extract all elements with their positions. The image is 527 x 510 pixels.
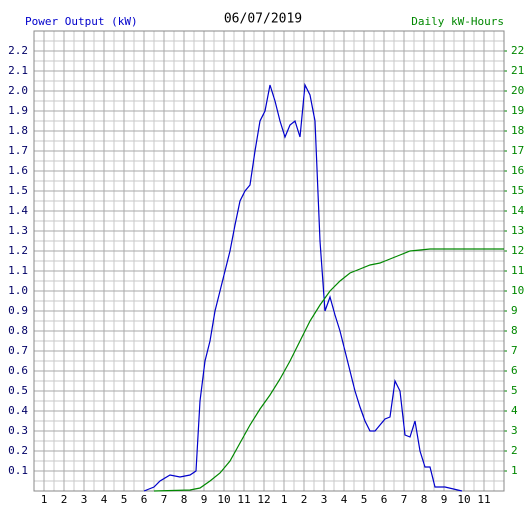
y2-tick-label: 14 <box>511 204 525 217</box>
x-tick-label: 11 <box>477 493 490 506</box>
x-tick-label: 6 <box>381 493 388 506</box>
y2-tick-label: 7 <box>511 344 518 357</box>
y-tick-label: 2.2 <box>8 44 28 57</box>
y2-tick-label: 18 <box>511 124 524 137</box>
y2-tick-label: 12 <box>511 244 524 257</box>
y-tick-label: 1.4 <box>8 204 28 217</box>
y-tick-label: 1.2 <box>8 244 28 257</box>
y2-axis-label: Daily kW-Hours <box>411 15 504 28</box>
y2-tick-label: 11 <box>511 264 524 277</box>
x-tick-label: 10 <box>457 493 470 506</box>
y-tick-label: 0.5 <box>8 384 28 397</box>
y-tick-label: 1.8 <box>8 124 28 137</box>
y2-tick-label: 16 <box>511 164 524 177</box>
x-tick-label: 10 <box>217 493 230 506</box>
x-tick-label: 4 <box>101 493 108 506</box>
y-tick-label: 0.3 <box>8 424 28 437</box>
x-tick-label: 1 <box>281 493 288 506</box>
x-tick-label: 11 <box>237 493 250 506</box>
x-tick-label: 2 <box>61 493 68 506</box>
y-tick-label: 1.7 <box>8 144 28 157</box>
y2-tick-label: 5 <box>511 384 518 397</box>
y-axis-label: Power Output (kW) <box>25 15 138 28</box>
x-tick-label: 3 <box>321 493 328 506</box>
y2-tick-label: 2 <box>511 444 518 457</box>
x-tick-label: 5 <box>361 493 368 506</box>
x-tick-label: 9 <box>441 493 448 506</box>
x-tick-label: 6 <box>141 493 148 506</box>
x-tick-label: 2 <box>301 493 308 506</box>
x-tick-label: 8 <box>421 493 428 506</box>
series-line <box>153 248 504 492</box>
y-tick-label: 0.9 <box>8 304 28 317</box>
plot-frame <box>33 30 505 492</box>
y2-tick-label: 10 <box>511 284 524 297</box>
series-line <box>143 82 463 492</box>
x-tick-label: 7 <box>401 493 408 506</box>
y2-tick-label: 22 <box>511 44 524 57</box>
y-tick-label: 0.8 <box>8 324 28 337</box>
x-tick-label: 3 <box>81 493 88 506</box>
y-tick-label: 0.4 <box>8 404 28 417</box>
x-tick-label: 7 <box>161 493 168 506</box>
y2-tick-label: 15 <box>511 184 524 197</box>
y-tick-label: 0.2 <box>8 444 28 457</box>
y-tick-label: 0.6 <box>8 364 28 377</box>
x-tick-label: 12 <box>257 493 270 506</box>
y2-tick-label: 17 <box>511 144 524 157</box>
y2-tick-label: 8 <box>511 324 518 337</box>
y2-tick-label: 4 <box>511 404 518 417</box>
y-tick-label: 1.5 <box>8 184 28 197</box>
y2-tick-label: 13 <box>511 224 524 237</box>
y-tick-label: 2.0 <box>8 84 28 97</box>
y-tick-label: 0.1 <box>8 464 28 477</box>
y-tick-label: 1.3 <box>8 224 28 237</box>
x-tick-label: 5 <box>121 493 128 506</box>
y2-tick-label: 19 <box>511 104 524 117</box>
x-tick-label: 9 <box>201 493 208 506</box>
y-tick-label: 2.1 <box>8 64 28 77</box>
y-tick-label: 0.7 <box>8 344 28 357</box>
x-tick-label: 8 <box>181 493 188 506</box>
y-tick-label: 1.9 <box>8 104 28 117</box>
y2-tick-label: 9 <box>511 304 518 317</box>
y-tick-label: 1.6 <box>8 164 28 177</box>
y-tick-label: 1.1 <box>8 264 28 277</box>
y2-tick-label: 1 <box>511 464 518 477</box>
y-tick-label: 1.0 <box>8 284 28 297</box>
y2-tick-label: 6 <box>511 364 518 377</box>
chart-title: 06/07/2019 <box>224 12 302 27</box>
y2-tick-label: 21 <box>511 64 524 77</box>
x-tick-label: 4 <box>341 493 348 506</box>
x-tick-label: 1 <box>41 493 48 506</box>
y2-tick-label: 3 <box>511 424 518 437</box>
y2-tick-label: 20 <box>511 84 524 97</box>
